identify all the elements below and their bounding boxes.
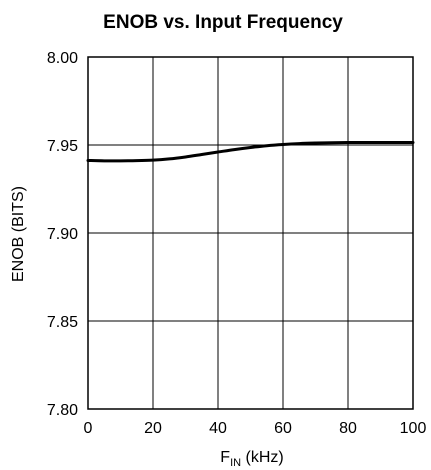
x-axis-label: FIN (kHz) bbox=[220, 449, 283, 469]
x-tick-label: 100 bbox=[400, 420, 427, 437]
plot-frame bbox=[87, 56, 414, 410]
x-axis-label-main: F bbox=[220, 449, 230, 466]
y-axis-label: ENOB (BITS) bbox=[10, 186, 27, 282]
x-tick-label: 0 bbox=[84, 420, 93, 437]
y-tick-label: 7.80 bbox=[47, 402, 78, 419]
y-tick-labels: 7.80 7.85 7.90 7.95 8.00 bbox=[47, 50, 78, 419]
y-tick-label: 7.85 bbox=[47, 314, 78, 331]
x-tick-label: 80 bbox=[339, 420, 357, 437]
y-tick-label: 7.95 bbox=[47, 138, 78, 155]
chart-title: ENOB vs. Input Frequency bbox=[103, 12, 343, 33]
x-tick-label: 40 bbox=[209, 420, 227, 437]
series-line-0 bbox=[86, 141, 415, 163]
x-tick-labels: 0 20 40 60 80 100 bbox=[84, 420, 427, 437]
x-axis-label-unit: (kHz) bbox=[241, 449, 284, 466]
series-layer bbox=[86, 141, 415, 163]
y-tick-label: 8.00 bbox=[47, 50, 78, 67]
y-tick-label: 7.90 bbox=[47, 226, 78, 243]
x-tick-label: 60 bbox=[274, 420, 292, 437]
x-axis-label-subscript: IN bbox=[230, 457, 241, 469]
grid bbox=[88, 57, 413, 409]
x-tick-label: 20 bbox=[144, 420, 162, 437]
